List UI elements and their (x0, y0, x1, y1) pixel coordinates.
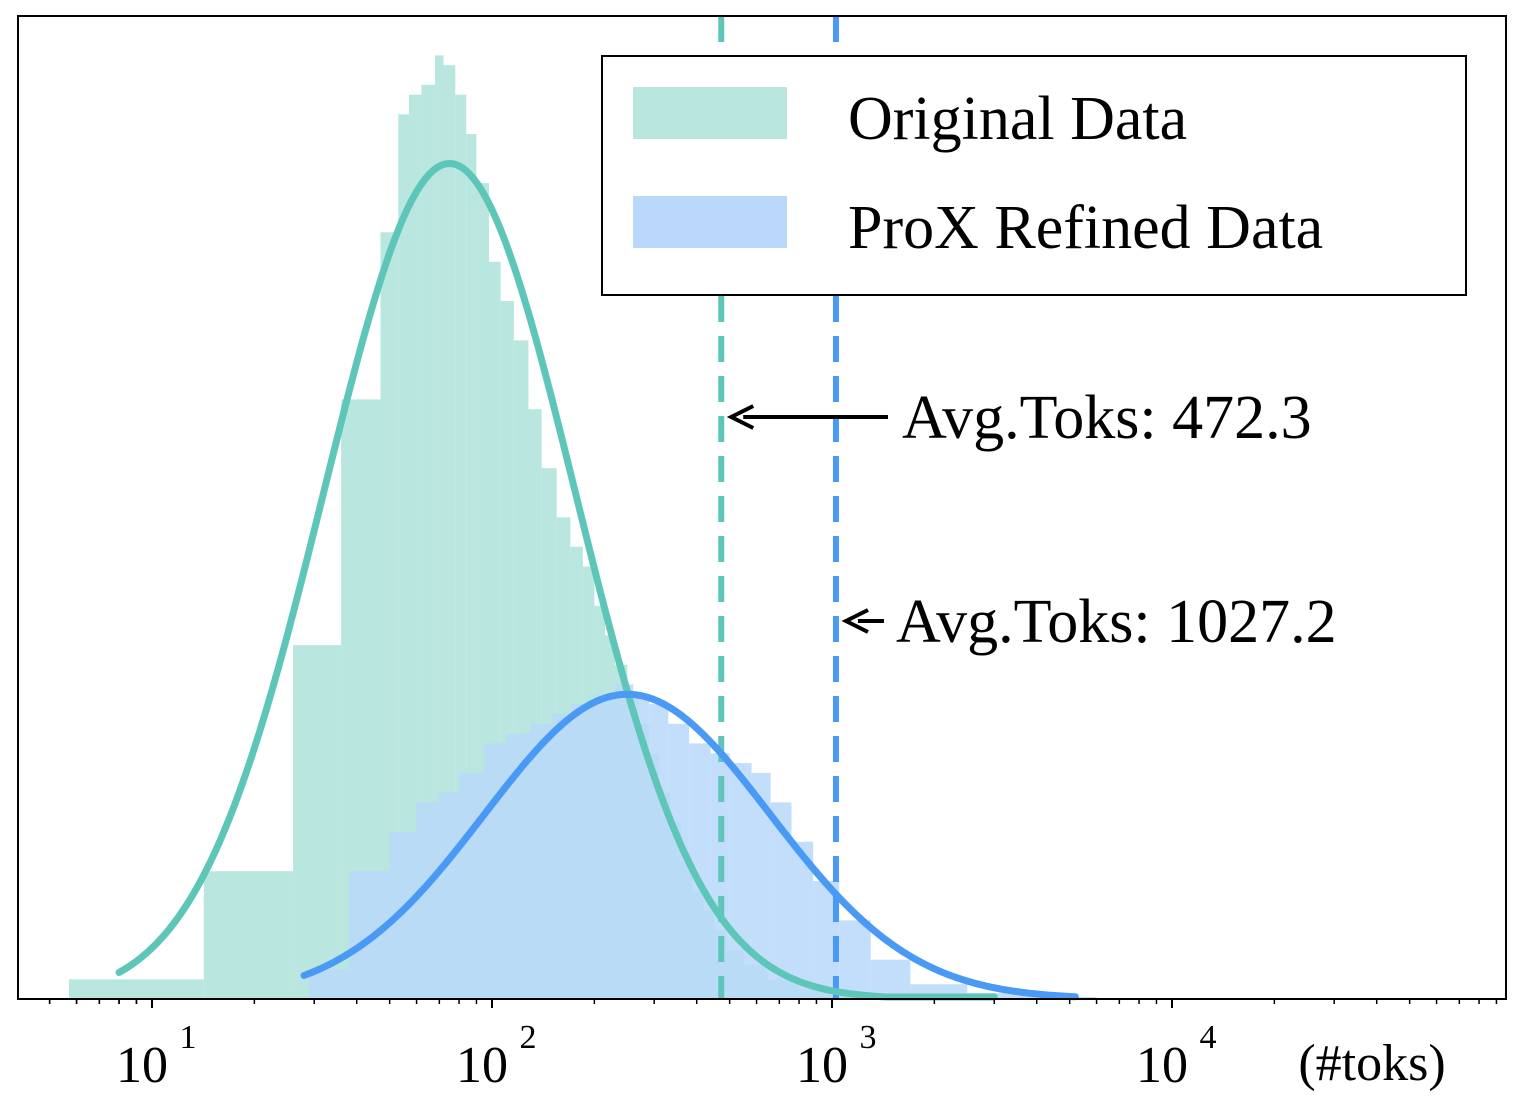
x-tick-label-2: 10 (796, 1037, 848, 1094)
refined-hist-bar-14 (649, 704, 669, 999)
plot-frame (17, 15, 1507, 1000)
x-tick-label-3: 10 (1136, 1037, 1188, 1094)
fit-curves (115, 160, 1079, 1001)
refined-hist-bar-19 (751, 772, 771, 999)
x-tick-exponent-1: 2 (520, 1019, 537, 1056)
original-annotation-arrow-head (726, 404, 755, 430)
original-hist-bar-10 (455, 94, 467, 999)
original-hist-bar-7 (421, 84, 436, 999)
original-hist-bar-13 (489, 261, 501, 999)
refined-hist-bar-9 (551, 713, 571, 999)
refined-hist-bar-15 (668, 723, 690, 999)
original-hist-bar-8 (435, 55, 444, 999)
refined-hist-bar-3 (416, 802, 440, 999)
refined-hist-bar-8 (530, 723, 552, 999)
refined-hist-bar-21 (791, 841, 814, 999)
x-tick-exponent-2: 3 (860, 1019, 877, 1056)
x-tick-labels: 10 1 10 2 10 3 10 4 (116, 1019, 1217, 1094)
refined-hist-bar-18 (729, 763, 752, 999)
mean-annotations: Avg.Toks: 472.3 Avg.Toks: 1027.2 (726, 384, 1337, 656)
original-hist-bar-1 (203, 871, 294, 999)
refined-hist-bar-24 (870, 959, 911, 999)
original-hist-bar-0 (69, 979, 204, 999)
original-hist-bar-2 (293, 645, 342, 999)
refined-mean-annotation: Avg.Toks: 1027.2 (896, 588, 1337, 656)
refined-hist-bar-13 (633, 694, 650, 999)
original-fit-curve (115, 160, 998, 1001)
x-minor-ticks (48, 999, 1498, 1004)
legend-swatch-original (633, 87, 787, 139)
refined-hist-bar-12 (614, 684, 634, 999)
refined-hist-bar-16 (689, 743, 711, 999)
refined-hist-bar-10 (570, 704, 595, 999)
x-axis-unit-label: (#toks) (1298, 1035, 1445, 1092)
refined-fit-curve (300, 690, 1079, 1001)
x-major-ticks (151, 999, 1173, 1008)
refined-hist-bar-11 (594, 694, 615, 999)
refined-hist-bar-6 (484, 743, 507, 999)
x-tick-label-1: 10 (456, 1037, 508, 1094)
prox-refined-data-histogram (309, 684, 1097, 999)
refined-hist-bar-26 (967, 993, 1037, 999)
refined-hist-bar-4 (439, 792, 460, 999)
refined-annotation-arrow-head (841, 608, 869, 634)
original-mean-annotation: Avg.Toks: 472.3 (902, 384, 1312, 452)
plot-area (69, 16, 1097, 1001)
x-tick-label-0: 10 (116, 1037, 168, 1094)
legend-swatch-refined (633, 196, 787, 248)
original-hist-bar-11 (466, 133, 477, 999)
legend-label-refined: ProX Refined Data (848, 194, 1323, 262)
x-tick-exponent-3: 4 (1200, 1019, 1217, 1056)
x-tick-exponent-0: 1 (180, 1019, 197, 1056)
original-hist-bar-6 (409, 94, 422, 999)
original-hist-bar-4 (380, 232, 399, 999)
original-hist-bar-9 (443, 65, 456, 999)
refined-hist-bar-20 (770, 802, 792, 999)
original-hist-bar-5 (398, 114, 409, 1000)
refined-hist-bar-5 (459, 772, 485, 999)
legend: Original Data ProX Refined Data (601, 55, 1467, 296)
refined-hist-bar-23 (839, 920, 871, 999)
legend-label-original: Original Data (848, 85, 1187, 153)
